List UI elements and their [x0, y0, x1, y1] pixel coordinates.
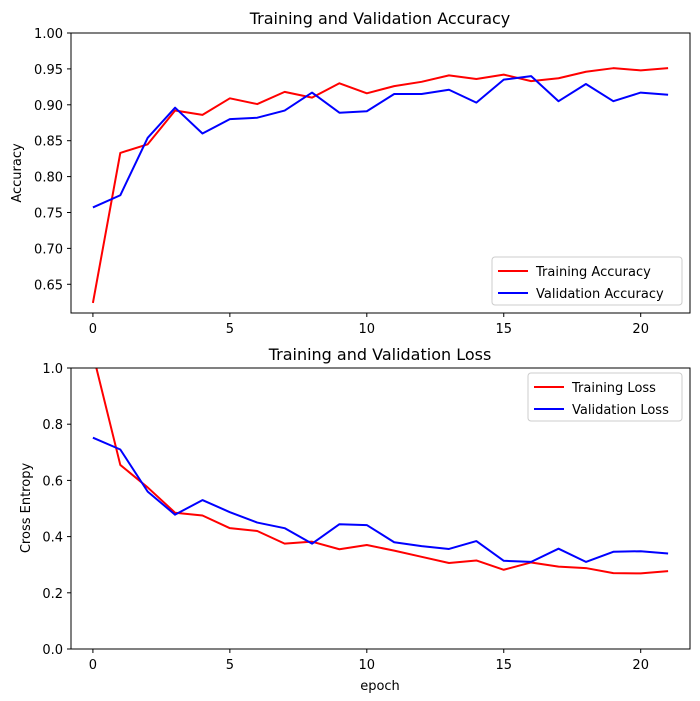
accuracy-x-tick-label: 5 — [226, 322, 234, 337]
accuracy-x-tick-label: 10 — [359, 322, 376, 337]
loss-x-tick-label: 10 — [359, 658, 376, 673]
loss-series-line-training-loss — [95, 368, 669, 575]
accuracy-series-line-training-accuracy — [91, 67, 669, 304]
loss-y-tick-label: 0.2 — [42, 587, 63, 602]
accuracy-plot-frame — [70, 32, 691, 314]
accuracy-chart-title: Training and Validation Accuracy — [249, 9, 511, 28]
accuracy-y-tick-label: 0.95 — [34, 63, 63, 78]
loss-y-tick-label: 0.0 — [42, 643, 63, 658]
accuracy-y-axis-label: Accuracy — [10, 143, 25, 203]
loss-legend — [527, 372, 683, 422]
loss-chart-title: Training and Validation Loss — [268, 345, 492, 364]
loss-x-axis-label: epoch — [360, 679, 400, 694]
loss-x-tick-label: 0 — [89, 658, 97, 673]
accuracy-y-tick-label: 0.65 — [34, 278, 63, 293]
loss-y-tick-label: 0.8 — [42, 418, 63, 433]
accuracy-chart: Training and Validation Accuracy Accurac… — [10, 9, 691, 337]
accuracy-legend — [491, 256, 683, 306]
loss-y-tick-label: 1.0 — [42, 362, 63, 377]
accuracy-y-tick-label: 0.75 — [34, 206, 63, 221]
loss-y-tick-label: 0.4 — [42, 531, 63, 546]
accuracy-x-tick-label: 15 — [495, 322, 512, 337]
accuracy-legend-label: Validation Accuracy — [536, 287, 664, 302]
loss-y-axis-label: Cross Entropy — [19, 463, 34, 554]
loss-series-line-validation-loss — [92, 436, 669, 563]
accuracy-series-line-validation-accuracy — [92, 75, 669, 209]
accuracy-x-tick-label: 0 — [89, 322, 97, 337]
accuracy-y-tick-label: 0.85 — [34, 135, 63, 150]
loss-chart: Training and Validation Loss Cross Entro… — [19, 345, 691, 694]
loss-legend-label: Validation Loss — [572, 403, 669, 418]
loss-y-tick-label: 0.6 — [42, 474, 63, 489]
accuracy-y-tick-label: 1.00 — [34, 27, 63, 42]
accuracy-y-tick-label: 0.80 — [34, 171, 63, 186]
loss-plot-frame — [70, 367, 691, 650]
accuracy-y-tick-label: 0.70 — [34, 242, 63, 257]
accuracy-x-tick-label: 20 — [632, 322, 649, 337]
accuracy-y-tick-label: 0.90 — [34, 99, 63, 114]
loss-x-tick-label: 5 — [226, 658, 234, 673]
loss-x-tick-label: 20 — [632, 658, 649, 673]
accuracy-legend-label: Training Accuracy — [535, 265, 651, 280]
loss-x-tick-label: 15 — [495, 658, 512, 673]
loss-legend-label: Training Loss — [571, 381, 656, 396]
